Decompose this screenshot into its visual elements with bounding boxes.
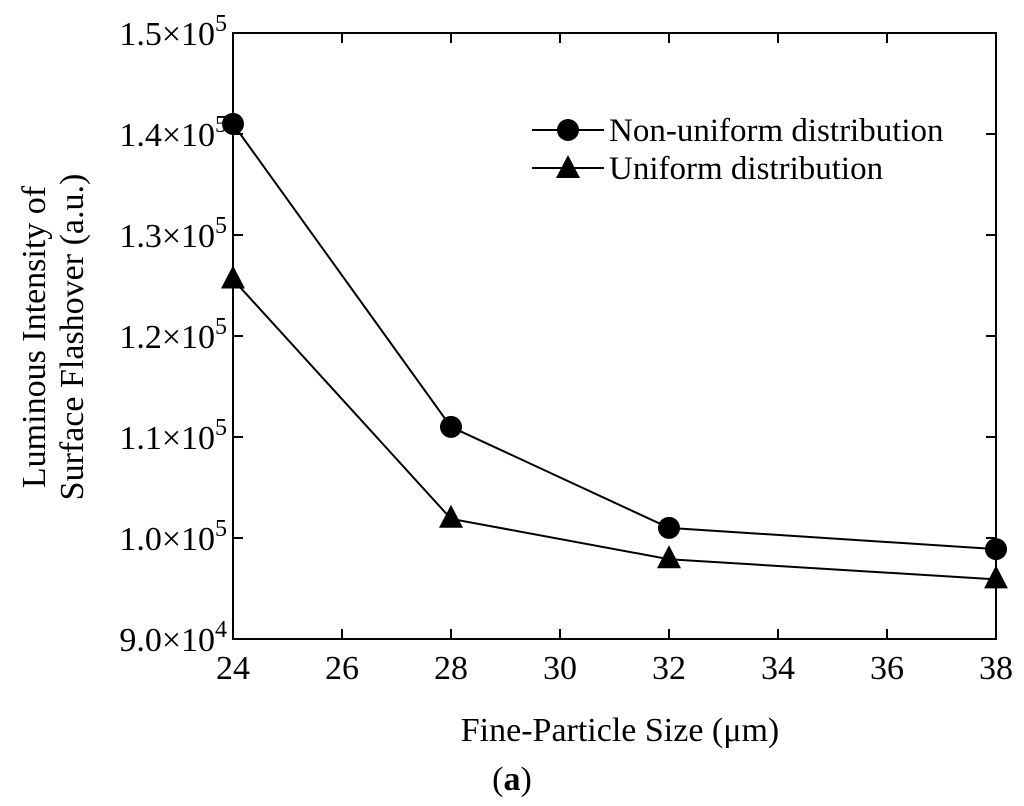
legend-label-nonuniform: Non-uniform distribution [609, 113, 944, 149]
y-tick-label-1: 1.0×105 [119, 516, 227, 558]
y-tick-label-2: 1.1×105 [119, 415, 227, 457]
caption-open: ( [492, 761, 503, 798]
y-tick-label-3: 1.2×105 [119, 314, 227, 356]
data-point-uniform-28 [439, 504, 463, 528]
y-tick-label-5: 1.4×105 [119, 112, 227, 154]
plot-frame [232, 32, 997, 640]
legend-marker-nonuniform [557, 119, 579, 141]
y-tick-labels: 9.0×104 1.0×105 1.1×105 1.2×105 1.3×105 1.4×1… [119, 11, 227, 659]
y-tick-label-0: 9.0×104 [119, 617, 227, 659]
data-point-nonuniform-38 [985, 538, 1007, 561]
x-tick-label-34: 34 [761, 650, 795, 687]
figure-caption: (a) [492, 761, 532, 798]
data-point-uniform-24 [221, 265, 245, 289]
x-tick-label-32: 32 [652, 650, 686, 687]
x-tick-label-30: 30 [543, 650, 577, 687]
x-tick-label-26: 26 [325, 650, 359, 687]
data-point-nonuniform-32 [658, 516, 680, 539]
x-tick-label-36: 36 [870, 650, 904, 687]
y-axis-title-line-1: Luminous Intensity of [16, 185, 53, 488]
x-tick-label-28: 28 [434, 650, 468, 687]
data-point-uniform-32 [657, 545, 681, 569]
series-layer [221, 112, 1008, 589]
y-tick-label-6: 1.5×105 [119, 11, 227, 53]
x-tick-label-38: 38 [979, 650, 1013, 687]
caption-letter: a [504, 761, 521, 798]
x-axis-title: Fine-Particle Size (μm) [461, 712, 779, 749]
series-line-uniform [232, 278, 997, 581]
data-point-nonuniform-24 [222, 112, 244, 135]
legend-label-uniform: Uniform distribution [609, 151, 883, 187]
y-axis-title-line-2: Surface Flashover (a.u.) [54, 174, 91, 501]
series-line-nonuniform [232, 123, 997, 551]
legend-marker-uniform [556, 155, 580, 178]
data-point-nonuniform-28 [440, 415, 462, 438]
x-tick-label-24: 24 [216, 650, 250, 687]
x-tick-labels: 24 26 28 30 32 34 36 38 [216, 650, 1013, 687]
y-tick-label-4: 1.3×105 [119, 213, 227, 255]
data-point-uniform-38 [984, 565, 1008, 589]
legend: Non-uniform distribution Uniform distrib… [532, 113, 944, 187]
caption-close: ) [521, 761, 532, 798]
